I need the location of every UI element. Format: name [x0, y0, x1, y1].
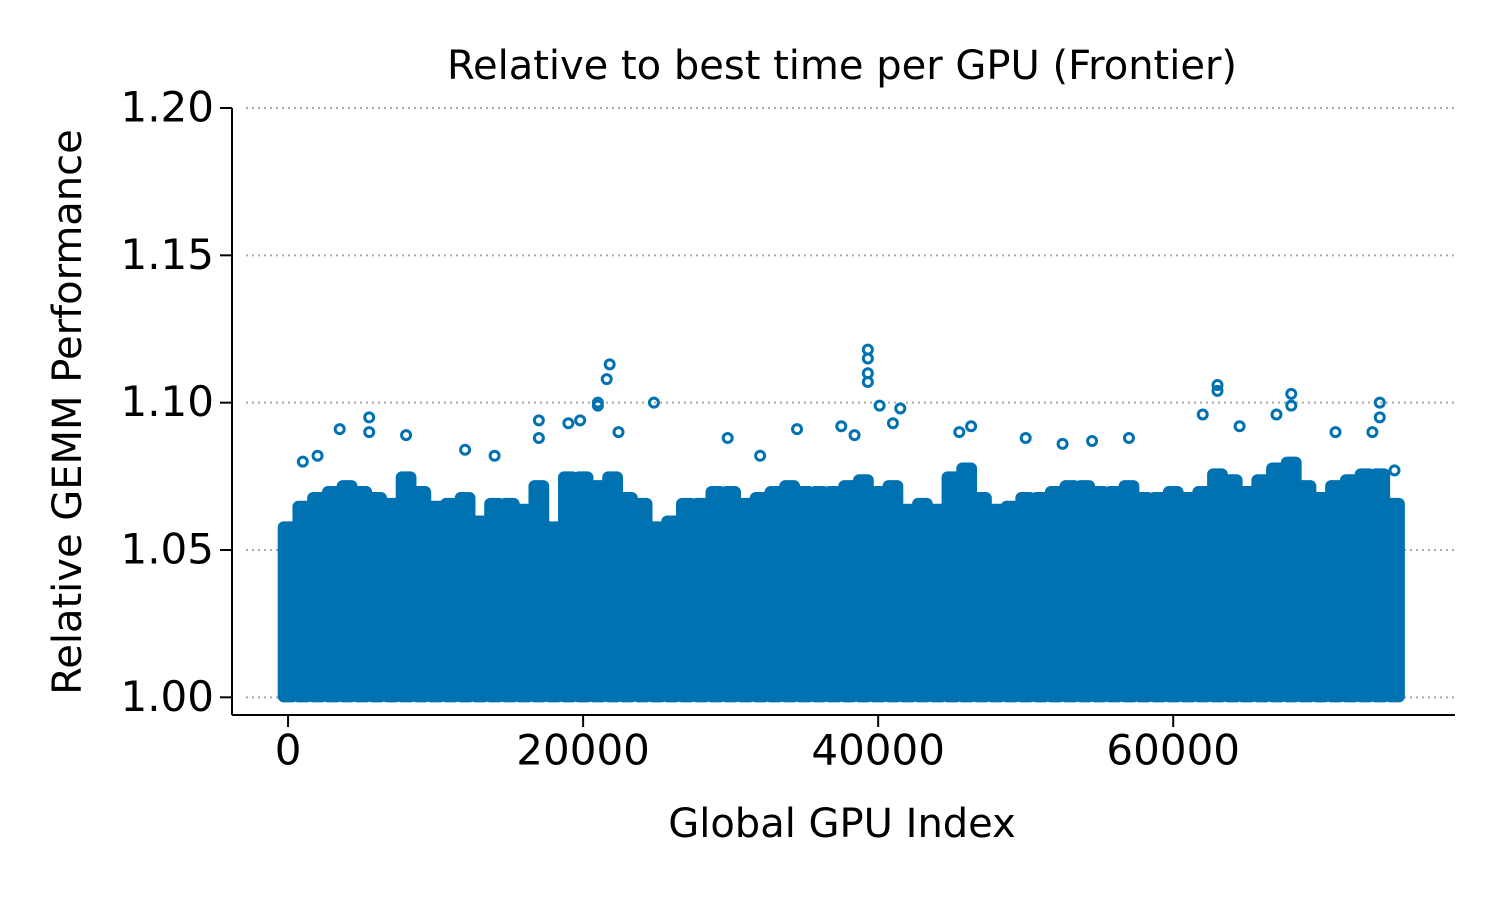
y-tick-label: 1.10 [120, 377, 214, 426]
point [532, 432, 545, 445]
point [532, 414, 545, 427]
point [1056, 437, 1069, 450]
point [363, 426, 376, 439]
point [562, 417, 575, 430]
point [721, 432, 734, 445]
point [1373, 411, 1386, 424]
point [591, 399, 604, 412]
point [1388, 464, 1401, 477]
y-tick-label: 1.05 [120, 524, 214, 573]
point [1270, 408, 1283, 421]
point-band [1384, 497, 1405, 703]
x-tick-label: 0 [275, 726, 302, 775]
point [488, 449, 501, 462]
point [1285, 399, 1298, 412]
point [311, 449, 324, 462]
point [894, 402, 907, 415]
point [965, 420, 978, 433]
x-tick-label: 20000 [516, 726, 650, 775]
point [400, 429, 413, 442]
y-tick-label: 1.00 [120, 672, 214, 721]
point [574, 414, 587, 427]
point [1211, 384, 1224, 397]
point [754, 449, 767, 462]
point [873, 399, 886, 412]
point [1366, 426, 1379, 439]
x-tick-label: 40000 [811, 726, 945, 775]
point [1122, 432, 1135, 445]
y-axis-label: Relative GEMM Performance [45, 129, 91, 695]
point [612, 426, 625, 439]
y-tick-label: 1.20 [120, 83, 214, 132]
point [600, 373, 613, 386]
point [459, 443, 472, 456]
point [861, 376, 874, 389]
point [1019, 432, 1032, 445]
x-tick-label: 60000 [1106, 726, 1240, 775]
point [363, 411, 376, 424]
point [1329, 426, 1342, 439]
y-tick-label: 1.15 [120, 230, 214, 279]
point [647, 396, 660, 409]
point [861, 352, 874, 365]
x-axis-label: Global GPU Index [668, 801, 1016, 847]
point [1211, 378, 1224, 391]
point [1233, 420, 1246, 433]
point [1285, 387, 1298, 400]
point [1373, 396, 1386, 409]
point [603, 358, 616, 371]
point [791, 423, 804, 436]
point [886, 417, 899, 430]
point [953, 426, 966, 439]
point [1086, 434, 1099, 447]
chart-title: Relative to best time per GPU (Frontier) [447, 43, 1237, 89]
point [848, 429, 861, 442]
point [296, 455, 309, 468]
point [835, 420, 848, 433]
point [333, 423, 346, 436]
point [1196, 408, 1209, 421]
